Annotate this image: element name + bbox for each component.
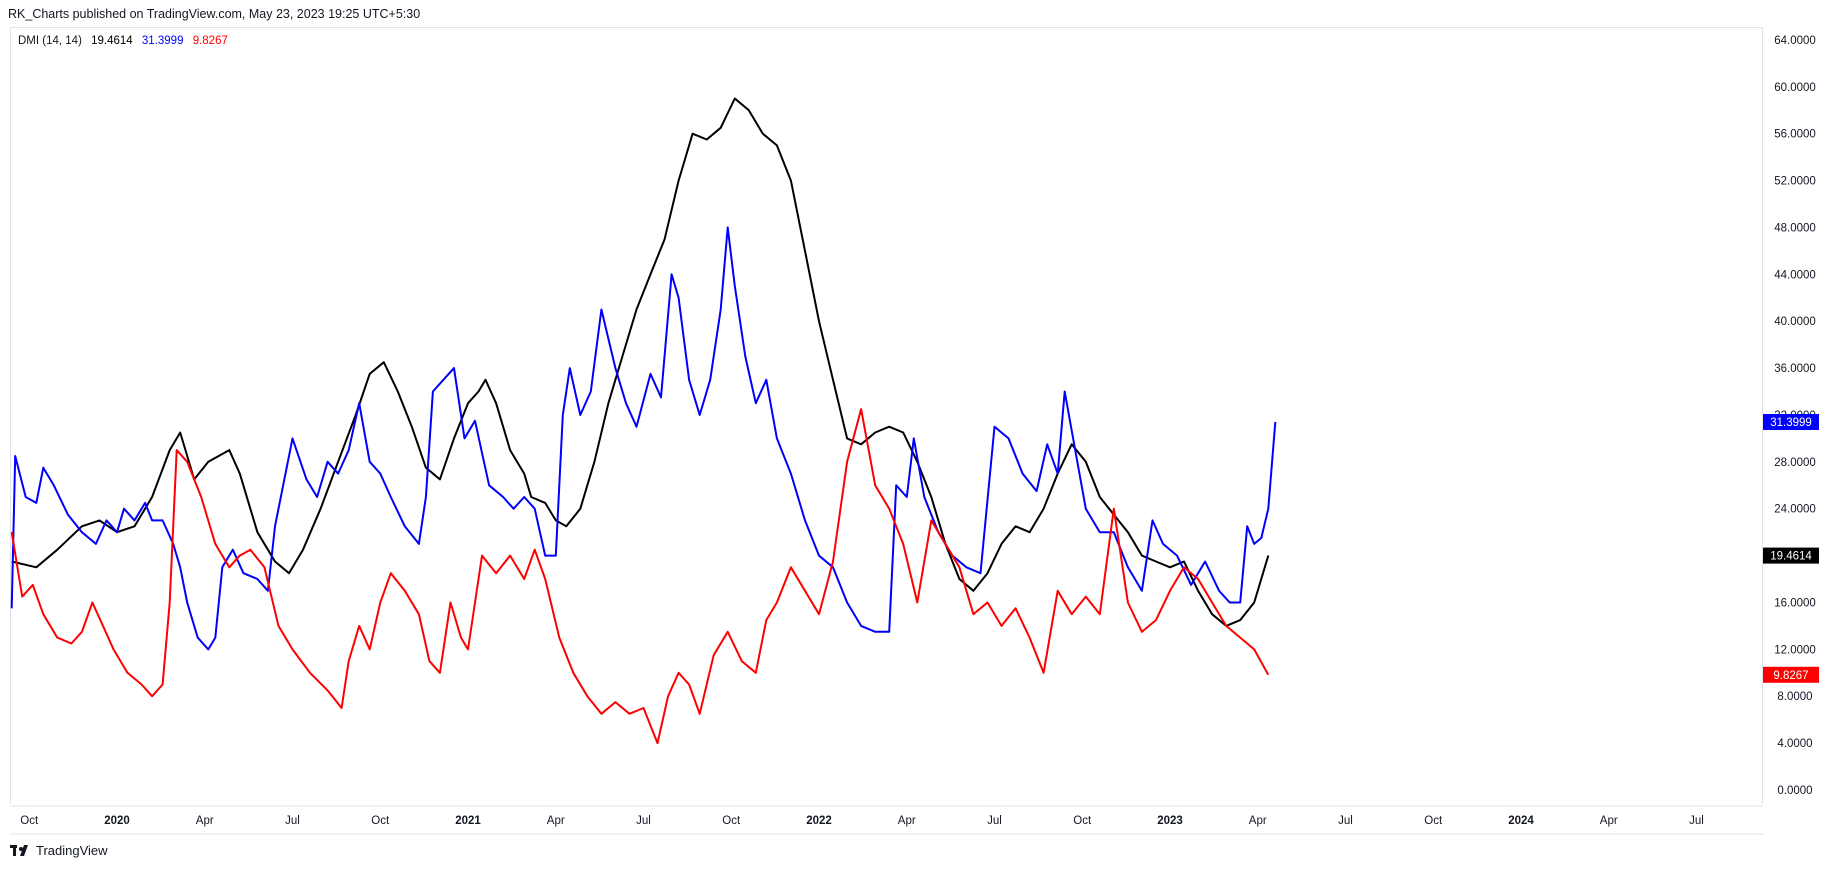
x-tick-label: 2024 xyxy=(1508,815,1534,827)
last-value-badge-adx xyxy=(1763,547,1819,564)
x-tick-label: Apr xyxy=(1600,815,1618,827)
legend-minus-di-value: 9.8267 xyxy=(192,35,228,47)
last-value-label-di: 9.8267 xyxy=(1773,670,1808,682)
x-tick-label: Apr xyxy=(898,815,916,827)
y-tick-label: 24.0000 xyxy=(1774,504,1816,516)
x-tick-label: Oct xyxy=(20,815,39,827)
y-tick-label: 60.0000 xyxy=(1774,82,1816,94)
x-tick-label: 2020 xyxy=(104,815,130,827)
publish-info: RK_Charts published on TradingView.com, … xyxy=(8,7,421,21)
tradingview-logo-icon xyxy=(10,844,28,856)
x-tick-label: Oct xyxy=(1073,815,1092,827)
legend-adx-value: 19.4614 xyxy=(91,35,133,47)
last-value-badge-di xyxy=(1763,413,1819,430)
y-tick-label: 0.0000 xyxy=(1777,785,1812,797)
chart-pane[interactable] xyxy=(10,27,1763,804)
y-tick-label: 36.0000 xyxy=(1774,363,1816,375)
y-tick-label: 52.0000 xyxy=(1774,176,1816,188)
x-tick-label: Apr xyxy=(547,815,565,827)
y-tick-label: 12.0000 xyxy=(1774,644,1816,656)
x-tick-label: Jul xyxy=(987,815,1002,827)
y-tick-label: 40.0000 xyxy=(1774,316,1816,328)
legend-plus-di-value: 31.3999 xyxy=(141,35,184,47)
series-line-adx[interactable] xyxy=(11,97,1270,627)
y-tick-label: 56.0000 xyxy=(1774,129,1816,141)
x-tick-label: Oct xyxy=(1424,815,1443,827)
y-tick-label: 4.0000 xyxy=(1777,738,1812,750)
legend-indicator-name: DMI (14, 14) xyxy=(18,35,82,47)
x-tick-label: 2023 xyxy=(1157,815,1183,827)
x-tick-label: Apr xyxy=(1249,815,1267,827)
last-value-label-adx: 19.4614 xyxy=(1770,551,1812,563)
x-tick-label: 2022 xyxy=(806,815,832,827)
x-tick-label: Jul xyxy=(1338,815,1353,827)
footer-brand: TradingView xyxy=(36,843,108,858)
y-tick-label: 48.0000 xyxy=(1774,222,1816,234)
y-tick-label: 16.0000 xyxy=(1774,597,1816,609)
y-tick-label: 44.0000 xyxy=(1774,269,1816,281)
footer[interactable]: TradingView xyxy=(10,843,108,858)
indicator-legend[interactable]: DMI (14, 14) 19.4614 31.3999 9.8267 xyxy=(18,35,234,47)
last-value-label-di: 31.3999 xyxy=(1770,417,1812,429)
y-tick-label: 8.0000 xyxy=(1777,691,1812,703)
y-tick-label: 64.0000 xyxy=(1774,35,1816,47)
x-tick-label: Apr xyxy=(196,815,214,827)
x-tick-label: Oct xyxy=(371,815,390,827)
series-line-di[interactable] xyxy=(10,226,1277,651)
x-tick-label: Jul xyxy=(285,815,300,827)
x-tick-label: 2021 xyxy=(455,815,481,827)
series-line-di[interactable] xyxy=(10,408,1270,745)
last-value-badge-di xyxy=(1763,666,1819,683)
x-tick-label: Oct xyxy=(722,815,741,827)
y-tick-label: 28.0000 xyxy=(1774,457,1816,469)
x-tick-label: Jul xyxy=(636,815,651,827)
x-tick-label: Jul xyxy=(1689,815,1704,827)
